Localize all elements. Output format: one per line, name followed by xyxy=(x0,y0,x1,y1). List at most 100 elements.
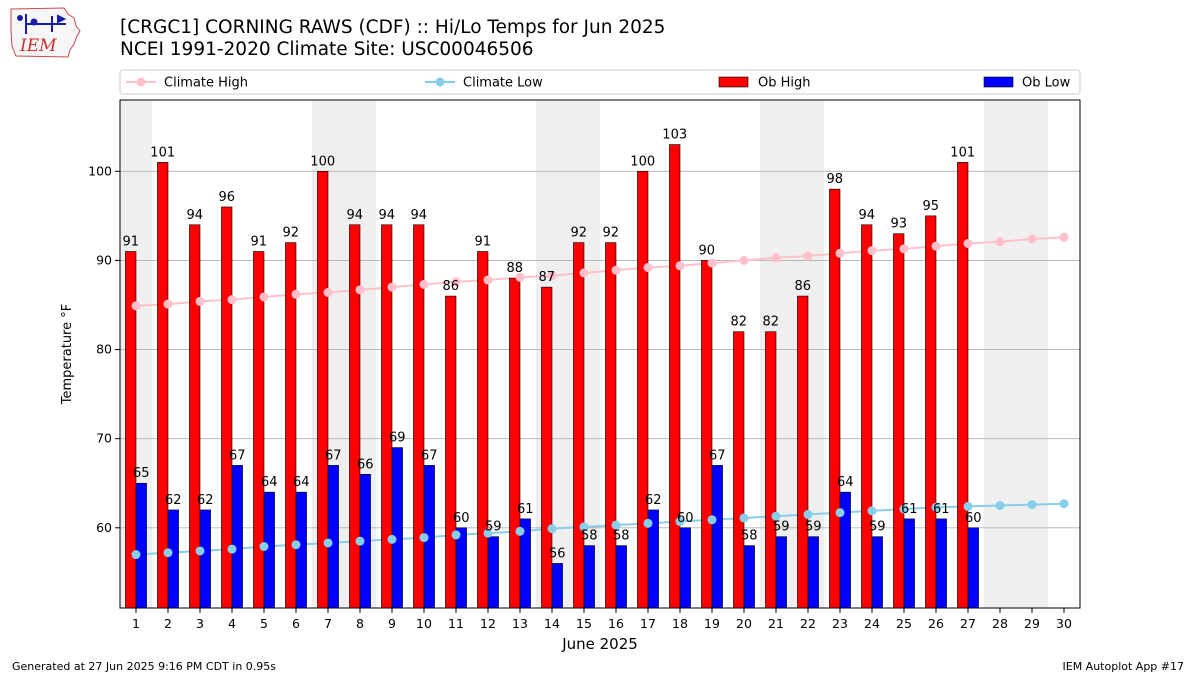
x-tick-label-23: 23 xyxy=(832,616,848,631)
ob-low-bar-4 xyxy=(231,465,243,609)
ob-high-bar-26 xyxy=(925,215,937,609)
ob-high-label-16: 92 xyxy=(602,226,619,241)
ob-high-label-18: 103 xyxy=(662,128,687,143)
climate-low-point-8 xyxy=(355,536,365,546)
x-tick-label-13: 13 xyxy=(512,616,528,631)
ob-high-bar-16 xyxy=(605,242,617,609)
y-tick-label-70: 70 xyxy=(96,431,112,446)
x-tick-label-11: 11 xyxy=(448,616,464,631)
ob-low-label-4: 67 xyxy=(229,448,246,463)
x-tick-label-20: 20 xyxy=(736,616,752,631)
ob-low-label-24: 59 xyxy=(869,520,886,535)
x-tick-label-2: 2 xyxy=(164,616,172,631)
x-tick-label-17: 17 xyxy=(640,616,656,631)
climate-high-point-19 xyxy=(707,258,717,268)
ob-low-label-26: 61 xyxy=(933,502,950,517)
ob-low-label-15: 58 xyxy=(581,529,598,544)
logo-text: IEM xyxy=(19,36,57,56)
ob-low-label-2: 62 xyxy=(165,493,182,508)
x-tick-label-6: 6 xyxy=(292,616,300,631)
ob-high-label-14: 87 xyxy=(538,270,555,285)
x-tick-label-3: 3 xyxy=(196,616,204,631)
climate-high-point-6 xyxy=(291,289,301,299)
ob-high-bar-21 xyxy=(765,331,777,609)
climate-low-point-19 xyxy=(707,515,717,525)
x-tick-label-18: 18 xyxy=(672,616,688,631)
climate-high-point-3 xyxy=(195,296,205,306)
y-tick-label-90: 90 xyxy=(96,252,112,267)
ob-high-label-8: 94 xyxy=(346,208,363,223)
climate-high-point-14 xyxy=(547,271,557,281)
observation-bars xyxy=(125,144,979,609)
x-tick-label-26: 26 xyxy=(928,616,944,631)
ob-low-bar-7 xyxy=(327,465,339,609)
climate-low-point-25 xyxy=(899,504,909,514)
x-tick-label-21: 21 xyxy=(768,616,784,631)
x-tick-label-1: 1 xyxy=(132,616,140,631)
ob-high-bar-17 xyxy=(637,170,649,609)
ob-low-bar-14 xyxy=(551,563,563,609)
x-tick-label-28: 28 xyxy=(992,616,1008,631)
ob-low-bar-19 xyxy=(711,465,723,609)
ob-high-label-20: 82 xyxy=(730,315,747,330)
ob-high-bar-15 xyxy=(573,242,585,609)
ob-low-label-21: 59 xyxy=(773,520,790,535)
climate-high-point-15 xyxy=(579,268,589,278)
climate-low-point-27 xyxy=(963,501,973,511)
y-tick-label-80: 80 xyxy=(96,342,112,357)
chart-title: [CRGC1] CORNING RAWS (CDF) :: Hi/Lo Temp… xyxy=(120,17,665,61)
ob-high-bar-12 xyxy=(477,251,489,609)
ob-high-bar-27 xyxy=(957,162,969,609)
ob-low-label-22: 59 xyxy=(805,520,822,535)
x-tick-label-30: 30 xyxy=(1056,616,1072,631)
legend-climate-high-marker xyxy=(136,77,146,87)
x-tick-label-29: 29 xyxy=(1024,616,1040,631)
climate-low-point-26 xyxy=(931,502,941,512)
climate-high-point-5 xyxy=(259,292,269,302)
weather-station-icon xyxy=(17,14,67,34)
ob-high-label-2: 101 xyxy=(150,145,175,160)
climate-low-point-17 xyxy=(643,518,653,528)
climate-low-point-1 xyxy=(131,550,141,560)
climate-low-point-5 xyxy=(259,542,269,552)
x-tick-label-19: 19 xyxy=(704,616,720,631)
title-line-1: [CRGC1] CORNING RAWS (CDF) :: Hi/Lo Temp… xyxy=(120,17,666,38)
legend-ob-low-label: Ob Low xyxy=(1022,76,1071,91)
climate-high-point-11 xyxy=(451,277,461,287)
climate-low-point-2 xyxy=(163,548,173,558)
ob-low-bar-9 xyxy=(391,447,403,609)
ob-high-bar-24 xyxy=(861,224,873,609)
climate-low-point-13 xyxy=(515,526,525,536)
y-tick-label-60: 60 xyxy=(96,520,112,535)
ob-low-label-23: 64 xyxy=(837,475,854,490)
ob-high-label-19: 90 xyxy=(698,243,715,258)
ob-low-label-6: 64 xyxy=(293,475,310,490)
legend-climate-high-label: Climate High xyxy=(164,76,248,91)
ob-high-label-15: 92 xyxy=(570,226,587,241)
climate-high-point-21 xyxy=(771,253,781,263)
ob-high-label-23: 98 xyxy=(826,172,843,187)
iem-logo: IEM xyxy=(10,7,81,58)
ob-high-label-9: 94 xyxy=(378,208,395,223)
ob-high-bar-8 xyxy=(349,224,361,609)
climate-high-point-22 xyxy=(803,251,813,261)
climate-low-point-22 xyxy=(803,509,813,519)
ob-low-label-3: 62 xyxy=(197,493,214,508)
climate-high-point-25 xyxy=(899,244,909,254)
ob-low-label-20: 58 xyxy=(741,529,758,544)
ob-low-bar-2 xyxy=(167,509,179,609)
ob-low-bar-18 xyxy=(679,527,691,609)
climate-low-point-14 xyxy=(547,524,557,534)
climate-high-point-28 xyxy=(995,237,1005,247)
ob-high-bar-18 xyxy=(669,144,681,609)
ob-low-label-19: 67 xyxy=(709,448,726,463)
climate-low-point-28 xyxy=(995,501,1005,511)
ob-low-label-5: 64 xyxy=(261,475,278,490)
climate-low-point-30 xyxy=(1059,499,1069,509)
ob-high-label-22: 86 xyxy=(794,279,811,294)
climate-high-point-2 xyxy=(163,299,173,309)
x-tick-label-12: 12 xyxy=(480,616,496,631)
ob-high-label-27: 101 xyxy=(950,145,975,160)
x-tick-label-15: 15 xyxy=(576,616,592,631)
ob-high-bar-20 xyxy=(733,331,745,609)
